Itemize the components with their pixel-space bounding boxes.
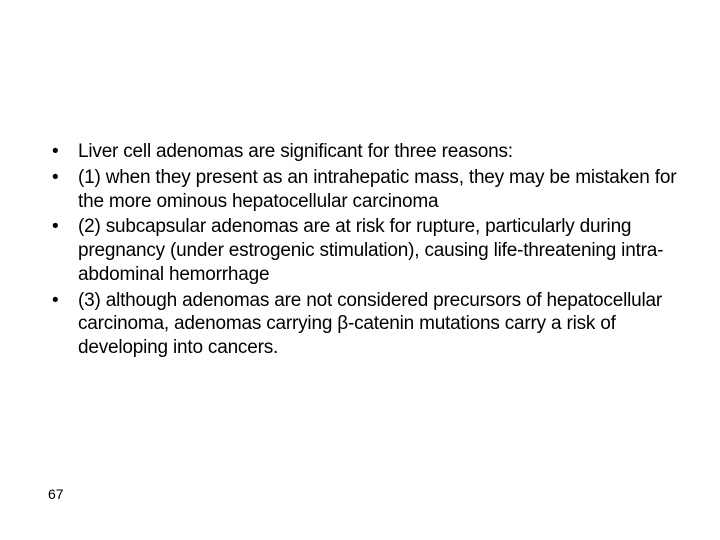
list-item: Liver cell adenomas are significant for … [48,140,680,164]
page-number: 67 [48,486,64,502]
slide: Liver cell adenomas are significant for … [0,0,720,540]
bullet-list: Liver cell adenomas are significant for … [48,140,680,360]
list-item: (2) subcapsular adenomas are at risk for… [48,215,680,286]
list-item: (3) although adenomas are not considered… [48,289,680,360]
slide-content: Liver cell adenomas are significant for … [48,140,680,362]
list-item: (1) when they present as an intrahepatic… [48,166,680,214]
